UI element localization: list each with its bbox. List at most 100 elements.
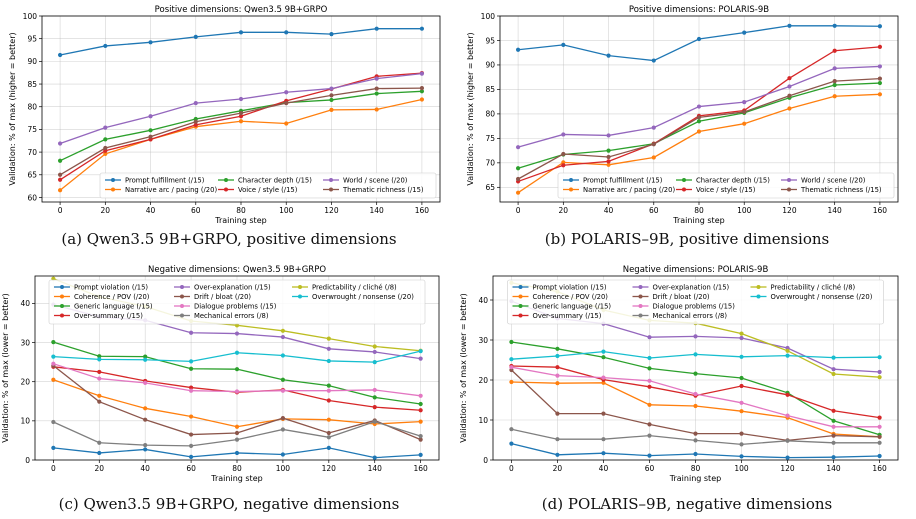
chart-a-legend-marker [329, 187, 333, 192]
chart-b-xtick-label: 0 [516, 206, 521, 215]
chart-a-xlabel: Training step [214, 216, 266, 225]
chart-a-data-point [193, 101, 198, 106]
chart-d-data-point [555, 353, 560, 359]
chart-b-xtick-label: 80 [694, 206, 704, 215]
chart-b-legend-label: Character depth (/15) [696, 177, 770, 185]
chart-c-data-point [372, 419, 377, 424]
chart-c-data-point [280, 388, 286, 393]
chart-d-data-point [647, 433, 652, 438]
chart-d-data-point [877, 375, 882, 380]
chart-d-legend-marker [638, 304, 643, 308]
chart-c-data-point [188, 414, 194, 419]
chart-c-data-point [326, 388, 331, 393]
chart-b-xtick-label: 40 [604, 206, 614, 215]
chart-a-ytick-label: 90 [27, 57, 37, 66]
chart-b-data-point [515, 190, 521, 195]
chart-b-title: Positive dimensions: POLARIS-9B [629, 5, 769, 15]
chart-d-data-point [509, 357, 514, 362]
chart-c-xtick-label: 100 [276, 464, 291, 473]
chart-a-data-point [284, 30, 289, 35]
chart-c-legend-label: Prompt violation (/15) [74, 284, 148, 292]
chart-b-data-point [696, 129, 702, 134]
chart-a-data-point [57, 158, 63, 163]
chart-c-legend-label: Overwrought / nonsense (/20) [312, 293, 414, 301]
chart-c-data-point [326, 445, 331, 450]
chart-c-data-point [418, 349, 423, 354]
chart-d-data-point [693, 352, 698, 357]
chart-c-data-point [326, 435, 331, 440]
chart-b-xtick-label: 100 [737, 206, 752, 215]
chart-b-legend-label: Narrative arc / pacing (/20) [583, 186, 675, 194]
chart-d-data-point [831, 418, 836, 423]
chart-b-data-point [787, 106, 792, 111]
chart-c-data-point [326, 383, 331, 388]
chart-c-data-point [143, 354, 148, 359]
chart-c-data-point [97, 376, 102, 381]
chart-a-ytick-label: 85 [27, 80, 37, 89]
chart-c-data-point [143, 447, 148, 452]
chart-a-ytick-label: 60 [27, 193, 37, 202]
chart-d-ylabel: Validation: % of max (lower = better) [459, 293, 468, 443]
chart-d-legend [507, 279, 884, 325]
chart-a-legend-marker [329, 178, 333, 182]
chart-b-legend [557, 172, 895, 199]
chart-b-data-point [606, 133, 611, 138]
chart-c-data-point [326, 346, 331, 351]
chart-d-data-point [831, 433, 836, 438]
chart-d-data-point [601, 411, 606, 416]
chart-c-data-point [372, 395, 377, 400]
chart-a-xtick-label: 20 [101, 206, 111, 215]
chart-b-ytick-label: 90 [485, 61, 495, 70]
chart-b-ytick-label: 95 [485, 36, 495, 45]
chart-d-xtick-label: 60 [645, 464, 655, 473]
chart-b-data-point [515, 166, 521, 171]
chart-c-legend-label: Drift / bloat (/20) [194, 293, 251, 301]
chart-d-data-point [693, 391, 698, 397]
chart-a-data-point [148, 128, 153, 133]
chart-c-data-point [418, 408, 423, 413]
chart-d-data-point [509, 339, 514, 345]
chart-c-xtick-label: 0 [51, 464, 56, 473]
chart-c-legend-label: Over-summary (/15) [74, 312, 143, 320]
chart-a-data-point [238, 96, 244, 102]
chart-c-data-point [326, 336, 331, 341]
chart-a-data-point [57, 177, 63, 182]
chart-c-xtick-label: 160 [413, 464, 428, 473]
chart-d-data-point [739, 400, 744, 405]
chart-c-data-point [418, 393, 423, 398]
chart-c-data-point [326, 398, 331, 403]
chart-a-data-point [329, 107, 334, 113]
chart-d-data-point [831, 408, 836, 413]
chart-d-data-point [785, 353, 790, 358]
chart-d-data-point [601, 451, 606, 456]
chart-a-legend-label: Thematic richness (/15) [342, 186, 424, 194]
chart-b-data-point [696, 115, 702, 120]
chart-c-data-point [97, 393, 102, 398]
chart-d-data-point [785, 438, 790, 443]
chart-d-data-point [739, 383, 744, 389]
chart-b-data-point [606, 159, 611, 164]
chart-d-data-point [555, 346, 560, 351]
chart-a-legend [99, 172, 437, 199]
chart-a-data-point [238, 110, 244, 116]
chart-a-data-point [374, 91, 379, 96]
chart-a-data-point [284, 90, 289, 95]
chart-d-data-point [831, 440, 836, 445]
chart-b-ytick-label: 80 [485, 110, 495, 119]
chart-a-data-point [329, 32, 334, 37]
chart-a-legend-marker [111, 187, 115, 192]
chart-c-data-point [188, 366, 194, 371]
chart-d-ytick-label: 30 [478, 336, 488, 345]
chart-d-data-point [647, 355, 652, 361]
chart-a-ytick-label: 70 [27, 148, 37, 157]
chart-b-legend-marker [787, 178, 791, 182]
chart-a-data-point [238, 114, 244, 119]
chart-a-data-point [374, 76, 379, 81]
chart-a-data-point [284, 101, 289, 106]
chart-c-data-point [280, 452, 286, 457]
chart-a-data-point [238, 119, 244, 124]
chart-b-data-point [696, 119, 702, 124]
chart-c-data-point [143, 406, 148, 411]
chart-c-data-point [234, 367, 240, 372]
chart-b-legend-label: Thematic richness (/15) [800, 186, 882, 194]
